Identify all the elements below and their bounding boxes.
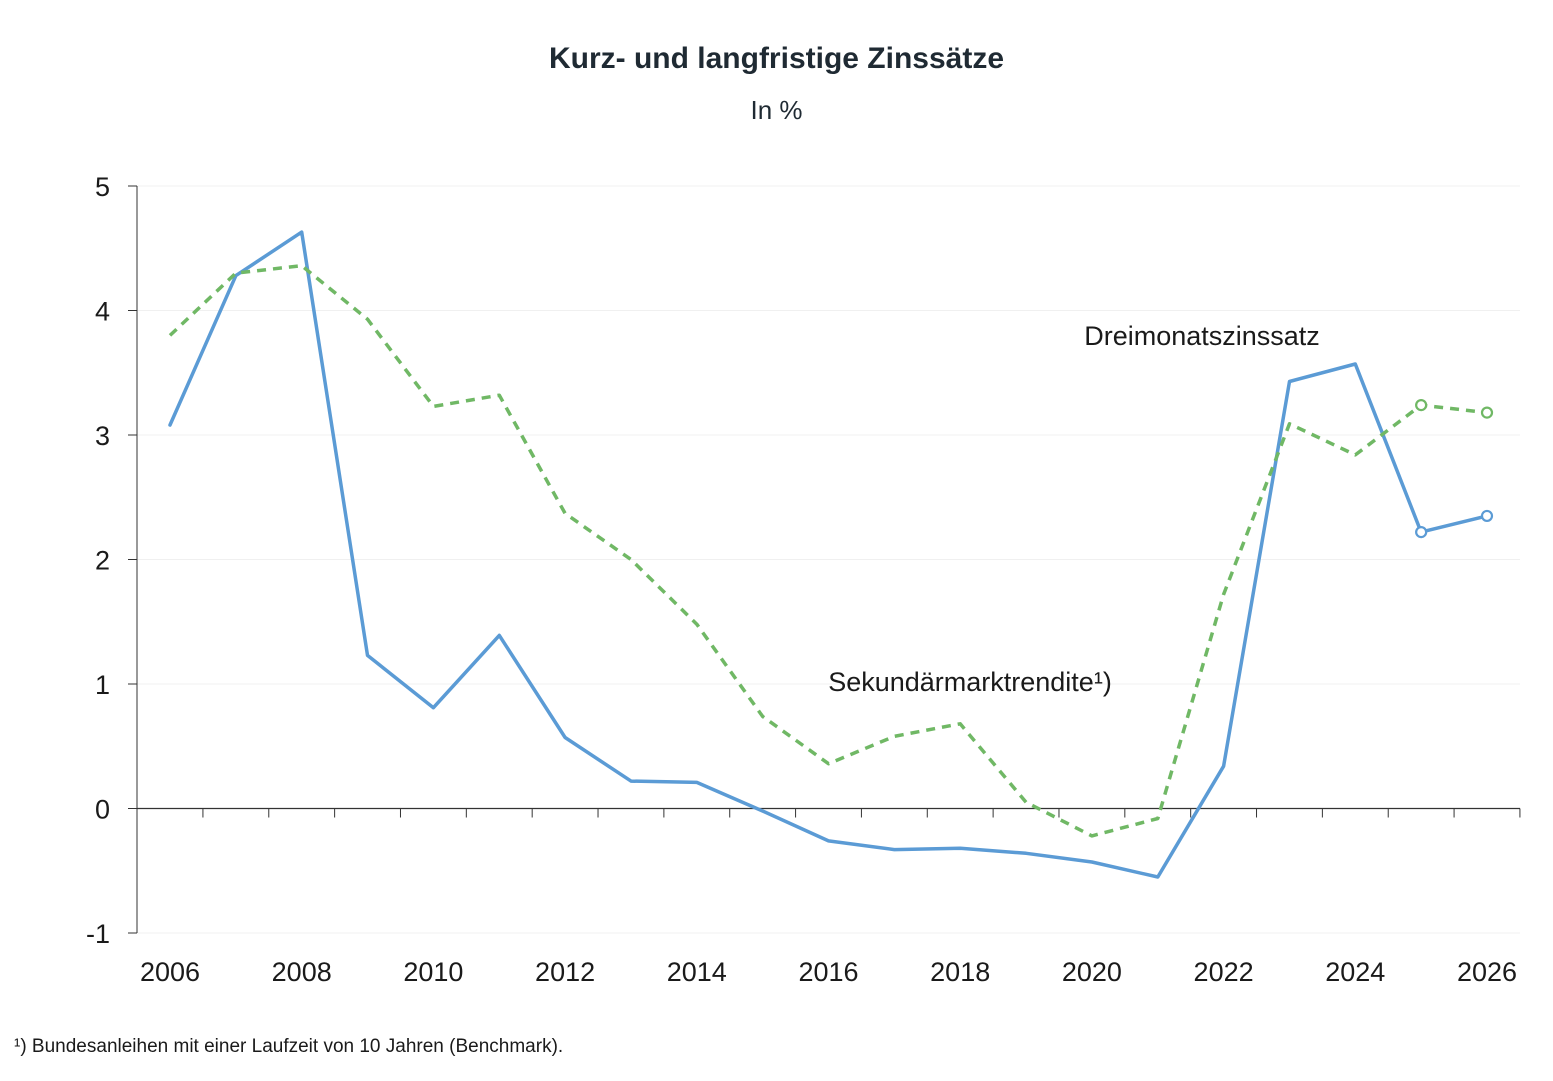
chart-subtitle: In % [750,95,803,125]
series-line-sekundaermarktrendite [168,263,1488,838]
y-tick-label: 0 [95,795,110,825]
forecast-point-dreimonatszinssatz [1480,509,1494,523]
x-tick-label: 2016 [798,957,858,987]
x-tick-label: 2008 [272,957,332,987]
y-axis-tick-labels: -1 0 1 2 3 4 5 [86,172,110,949]
forecast-point-sekundaermarktrendite [1480,406,1494,419]
chart-title: Kurz- und langfristige Zinssätze [548,42,1005,75]
x-tick-label: 2020 [1062,957,1122,987]
forecast-markers [1415,399,1494,539]
y-tick-label: -1 [86,919,110,949]
x-tick-label: 2024 [1325,957,1385,987]
footnote: ¹) Bundesanleihen mit einer Laufzeit von… [14,1036,564,1057]
y-tick-label: 3 [95,421,110,451]
line-chart: -1 0 1 2 3 4 5 2006 2008 2010 2012 2014 2016 2018 202… [86,172,1521,987]
x-tick-label: 2014 [667,957,727,987]
x-tick-label: 2022 [1194,957,1254,987]
x-tick-label: 2006 [140,957,200,987]
x-tick-label: 2026 [1457,957,1517,987]
forecast-point-dreimonatszinssatz [1415,526,1428,539]
gridlines [137,185,1520,934]
x-tick-label: 2018 [930,957,990,987]
x-tick-label: 2010 [403,957,463,987]
series-label-sekundaermarktrendite: Sekundärmarktrendite¹) [828,667,1112,697]
series-line-dreimonatszinssatz [168,230,1489,879]
series-label-dreimonatszinssatz: Dreimonatszinssatz [1084,321,1320,351]
y-tick-label: 2 [95,546,110,576]
y-tick-label: 5 [95,172,110,202]
forecast-point-sekundaermarktrendite [1415,399,1428,412]
y-tick-label: 4 [95,297,110,327]
x-tick-label: 2012 [535,957,595,987]
y-tick-label: 1 [95,670,110,700]
x-axis-tick-labels: 2006 2008 2010 2012 2014 2016 2018 2020 2022 2024… [140,957,1517,987]
series-lines [168,230,1489,879]
axes [128,185,1521,934]
